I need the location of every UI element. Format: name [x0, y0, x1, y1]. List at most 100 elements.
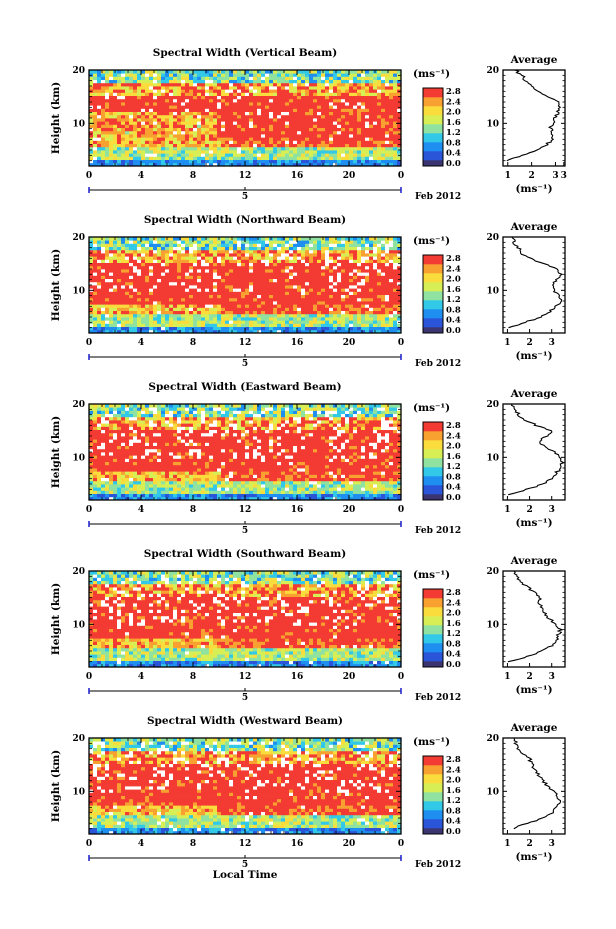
heatmap-cell [277, 105, 282, 109]
heatmap-cell [197, 153, 202, 157]
heatmap-cell [261, 105, 266, 109]
heatmap-cell [233, 275, 238, 279]
heatmap-cell [357, 304, 362, 308]
heatmap-cell [321, 285, 326, 289]
heatmap-cell [377, 288, 382, 292]
heatmap-cell [121, 137, 126, 141]
heatmap-cell [225, 98, 230, 103]
heatmap-cell [393, 269, 398, 273]
heatmap-cell [213, 105, 218, 109]
heatmap-cell [133, 114, 138, 119]
heatmap-cell [341, 86, 346, 90]
heatmap-cell [317, 82, 322, 87]
heatmap-cell [301, 256, 306, 260]
heatmap-cell [225, 137, 230, 141]
heatmap-cell [165, 92, 170, 96]
heatmap-cell [229, 86, 234, 90]
heatmap-cell [321, 89, 326, 93]
heatmap-cell [329, 294, 334, 299]
heatmap-cell [217, 92, 222, 96]
heatmap-cell [341, 82, 346, 87]
heatmap-cell [93, 237, 98, 241]
heatmap-cell [349, 285, 354, 289]
heatmap-cell [237, 281, 242, 286]
heatmap-cell [249, 114, 254, 119]
heatmap-cell [353, 130, 358, 135]
heatmap-cell [253, 137, 258, 141]
heatmap-cell [253, 111, 258, 116]
heatmap-cell [173, 253, 178, 257]
heatmap-cell [329, 275, 334, 279]
heatmap-cell [157, 134, 162, 138]
heatmap-cell [193, 240, 198, 244]
heatmap-cell [369, 118, 374, 122]
heatmap-cell [141, 326, 146, 331]
heatmap-cell [345, 310, 350, 315]
heatmap-cell [365, 317, 370, 321]
heatmap-cell [385, 140, 390, 144]
heatmap-cell [197, 121, 202, 125]
heatmap-cell [169, 301, 174, 305]
heatmap-cell [389, 269, 394, 273]
heatmap-cell [185, 253, 190, 257]
heatmap-cell [273, 269, 278, 273]
heatmap-cell [369, 304, 374, 308]
heatmap-cell [201, 323, 206, 327]
heatmap-cell [349, 156, 354, 160]
heatmap-cell [149, 243, 154, 247]
heatmap-cell [229, 262, 234, 267]
heatmap-cell [181, 153, 186, 157]
heatmap-cell [173, 159, 178, 164]
heatmap-cell [353, 98, 358, 103]
heatmap-cell [157, 243, 162, 247]
heatmap-cell [141, 288, 146, 292]
heatmap-cell [233, 259, 238, 263]
heatmap-cell [321, 269, 326, 273]
heatmap-cell [217, 156, 222, 160]
heatmap-cell [397, 127, 402, 132]
heatmap-cell [161, 156, 166, 160]
heatmap-cell [133, 150, 138, 154]
heatmap-cell [113, 121, 118, 125]
heatmap-cell [129, 275, 134, 279]
heatmap-cell [297, 243, 302, 247]
heatmap-cell [161, 278, 166, 283]
heatmap-cell [325, 86, 330, 90]
heatmap-cell [237, 86, 242, 90]
heatmap-cell [305, 111, 310, 116]
heatmap-cell [161, 89, 166, 93]
heatmap-cell [241, 294, 246, 299]
heatmap-cell [169, 256, 174, 260]
heatmap-cell [129, 143, 134, 148]
heatmap-cell [161, 137, 166, 141]
heatmap-cell [149, 137, 154, 141]
heatmap-cell [269, 153, 274, 157]
heatmap-cell [257, 89, 262, 93]
heatmap-cell [149, 108, 154, 112]
heatmap-cell [313, 153, 318, 157]
heatmap-cell [229, 291, 234, 295]
heatmap-cell [141, 159, 146, 164]
heatmap-cell [361, 249, 366, 254]
heatmap-cell [93, 130, 98, 135]
heatmap-cell [161, 153, 166, 157]
heatmap-cell [253, 294, 258, 299]
heatmap-cell [277, 310, 282, 315]
heatmap-cell [137, 118, 142, 122]
heatmap-cell [305, 281, 310, 286]
heatmap-cell [141, 323, 146, 327]
heatmap-cell [221, 310, 226, 315]
heatmap-cell [385, 153, 390, 157]
heatmap-cell [161, 143, 166, 148]
heatmap-cell [381, 114, 386, 119]
heatmap-cell [361, 92, 366, 96]
heatmap-cell [249, 269, 254, 273]
heatmap-cell [113, 137, 118, 141]
heatmap-cell [269, 246, 274, 251]
heatmap-cell [225, 256, 230, 260]
heatmap-cell [253, 102, 258, 106]
heatmap-cell [221, 272, 226, 276]
heatmap-cell [93, 70, 98, 74]
heatmap-cell [121, 278, 126, 283]
heatmap-cell [241, 134, 246, 138]
